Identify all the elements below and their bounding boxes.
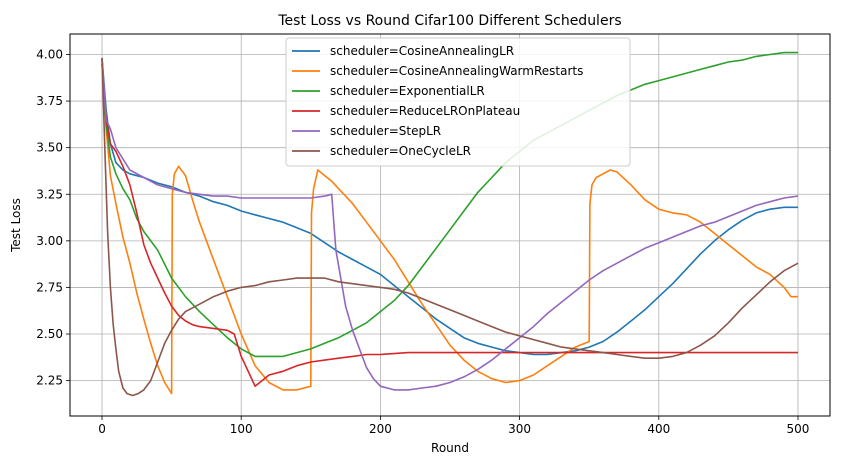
plot-frame — [69, 33, 831, 417]
y-axis-label: Test Loss — [9, 198, 23, 253]
y-tick-label: 3.25 — [36, 187, 63, 201]
legend-entry: scheduler=CosineAnnealingWarmRestarts — [330, 64, 583, 78]
x-tick-label: 200 — [369, 422, 392, 436]
chart-title: Test Loss vs Round Cifar100 Different Sc… — [277, 13, 621, 29]
legend: scheduler=CosineAnnealingLR scheduler=Cos… — [285, 37, 631, 167]
legend-entry: scheduler=StepLR — [330, 124, 441, 138]
legend-entry: scheduler=ExponentialLR — [330, 84, 485, 98]
legend-box — [285, 37, 631, 167]
series-line-4 — [101, 58, 799, 391]
y-tick-label: 2.75 — [36, 280, 63, 294]
legend-entry: scheduler=CosineAnnealingLR — [330, 44, 514, 58]
legend-entry: scheduler=ReduceLROnPlateau — [330, 104, 520, 118]
y-tick-label: 2.25 — [36, 374, 63, 388]
series-line-5 — [101, 58, 799, 397]
y-tick-label: 4.00 — [36, 47, 63, 61]
y-tick-label: 3.00 — [36, 234, 63, 248]
x-tick-label: 100 — [230, 422, 253, 436]
series-line-2 — [101, 51, 798, 358]
x-axis-label: Round — [431, 441, 469, 455]
y-tick-label: 2.50 — [36, 327, 63, 341]
series-layer — [101, 51, 799, 397]
x-tick-label: 500 — [787, 422, 810, 436]
series-line-1 — [101, 63, 798, 395]
series-line-3 — [101, 63, 798, 387]
x-tick-label: 400 — [647, 422, 670, 436]
x-tick-label: 300 — [508, 422, 531, 436]
tick-layer: 0 100 200 300 400 500 2.25 2.50 2.75 3.00 3.25 3.50… — [36, 47, 809, 436]
y-tick-label: 3.75 — [36, 94, 63, 108]
x-tick-label: 0 — [98, 422, 106, 436]
legend-entry: scheduler=OneCycleLR — [330, 144, 471, 158]
y-tick-label: 3.50 — [36, 141, 63, 155]
